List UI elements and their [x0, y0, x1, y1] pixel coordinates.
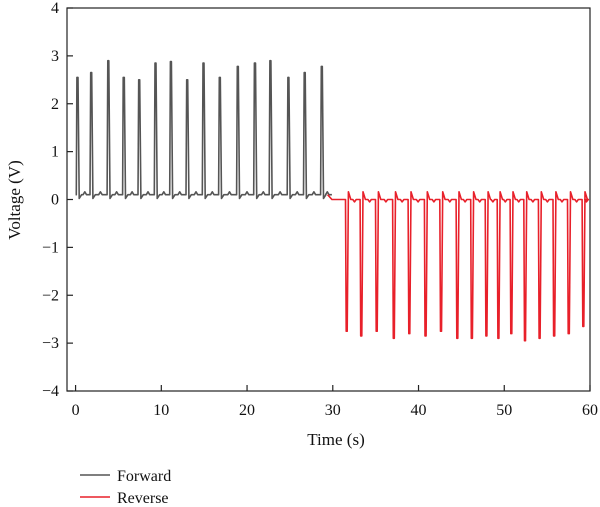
series-layer — [75, 59, 590, 342]
y-tick-label-5: 1 — [51, 144, 59, 161]
y-tick-label-1: −3 — [42, 335, 59, 352]
x-tick-label-6: 60 — [582, 402, 598, 419]
x-tick-label-5: 50 — [496, 402, 512, 419]
x-tick-label-4: 40 — [411, 402, 427, 419]
legend-label-reverse: Reverse — [117, 490, 169, 507]
x-tick-label-0: 0 — [72, 402, 80, 419]
legend: Forward Reverse — [80, 468, 171, 507]
y-tick-label-8: 4 — [51, 0, 59, 17]
series-line-reverse — [327, 191, 590, 342]
x-tick-label-2: 20 — [239, 402, 255, 419]
x-axis-label: Time (s) — [307, 430, 364, 449]
y-tick-label-4: 0 — [51, 192, 59, 209]
x-tick-label-1: 10 — [153, 402, 169, 419]
legend-label-forward: Forward — [117, 468, 171, 485]
y-tick-label-2: −2 — [42, 287, 59, 304]
series-line-forward — [75, 59, 332, 200]
y-tick-label-7: 3 — [51, 48, 59, 65]
y-tick-label-0: −4 — [42, 383, 59, 400]
y-axis-label: Voltage (V) — [5, 160, 24, 239]
axis-ticks: 0 10 20 30 40 50 60 −4 −3 −2 −1 0 1 2 3 4 — [42, 0, 598, 419]
y-tick-label-3: −1 — [42, 239, 59, 256]
x-tick-label-3: 30 — [325, 402, 341, 419]
y-tick-label-6: 2 — [51, 96, 59, 113]
